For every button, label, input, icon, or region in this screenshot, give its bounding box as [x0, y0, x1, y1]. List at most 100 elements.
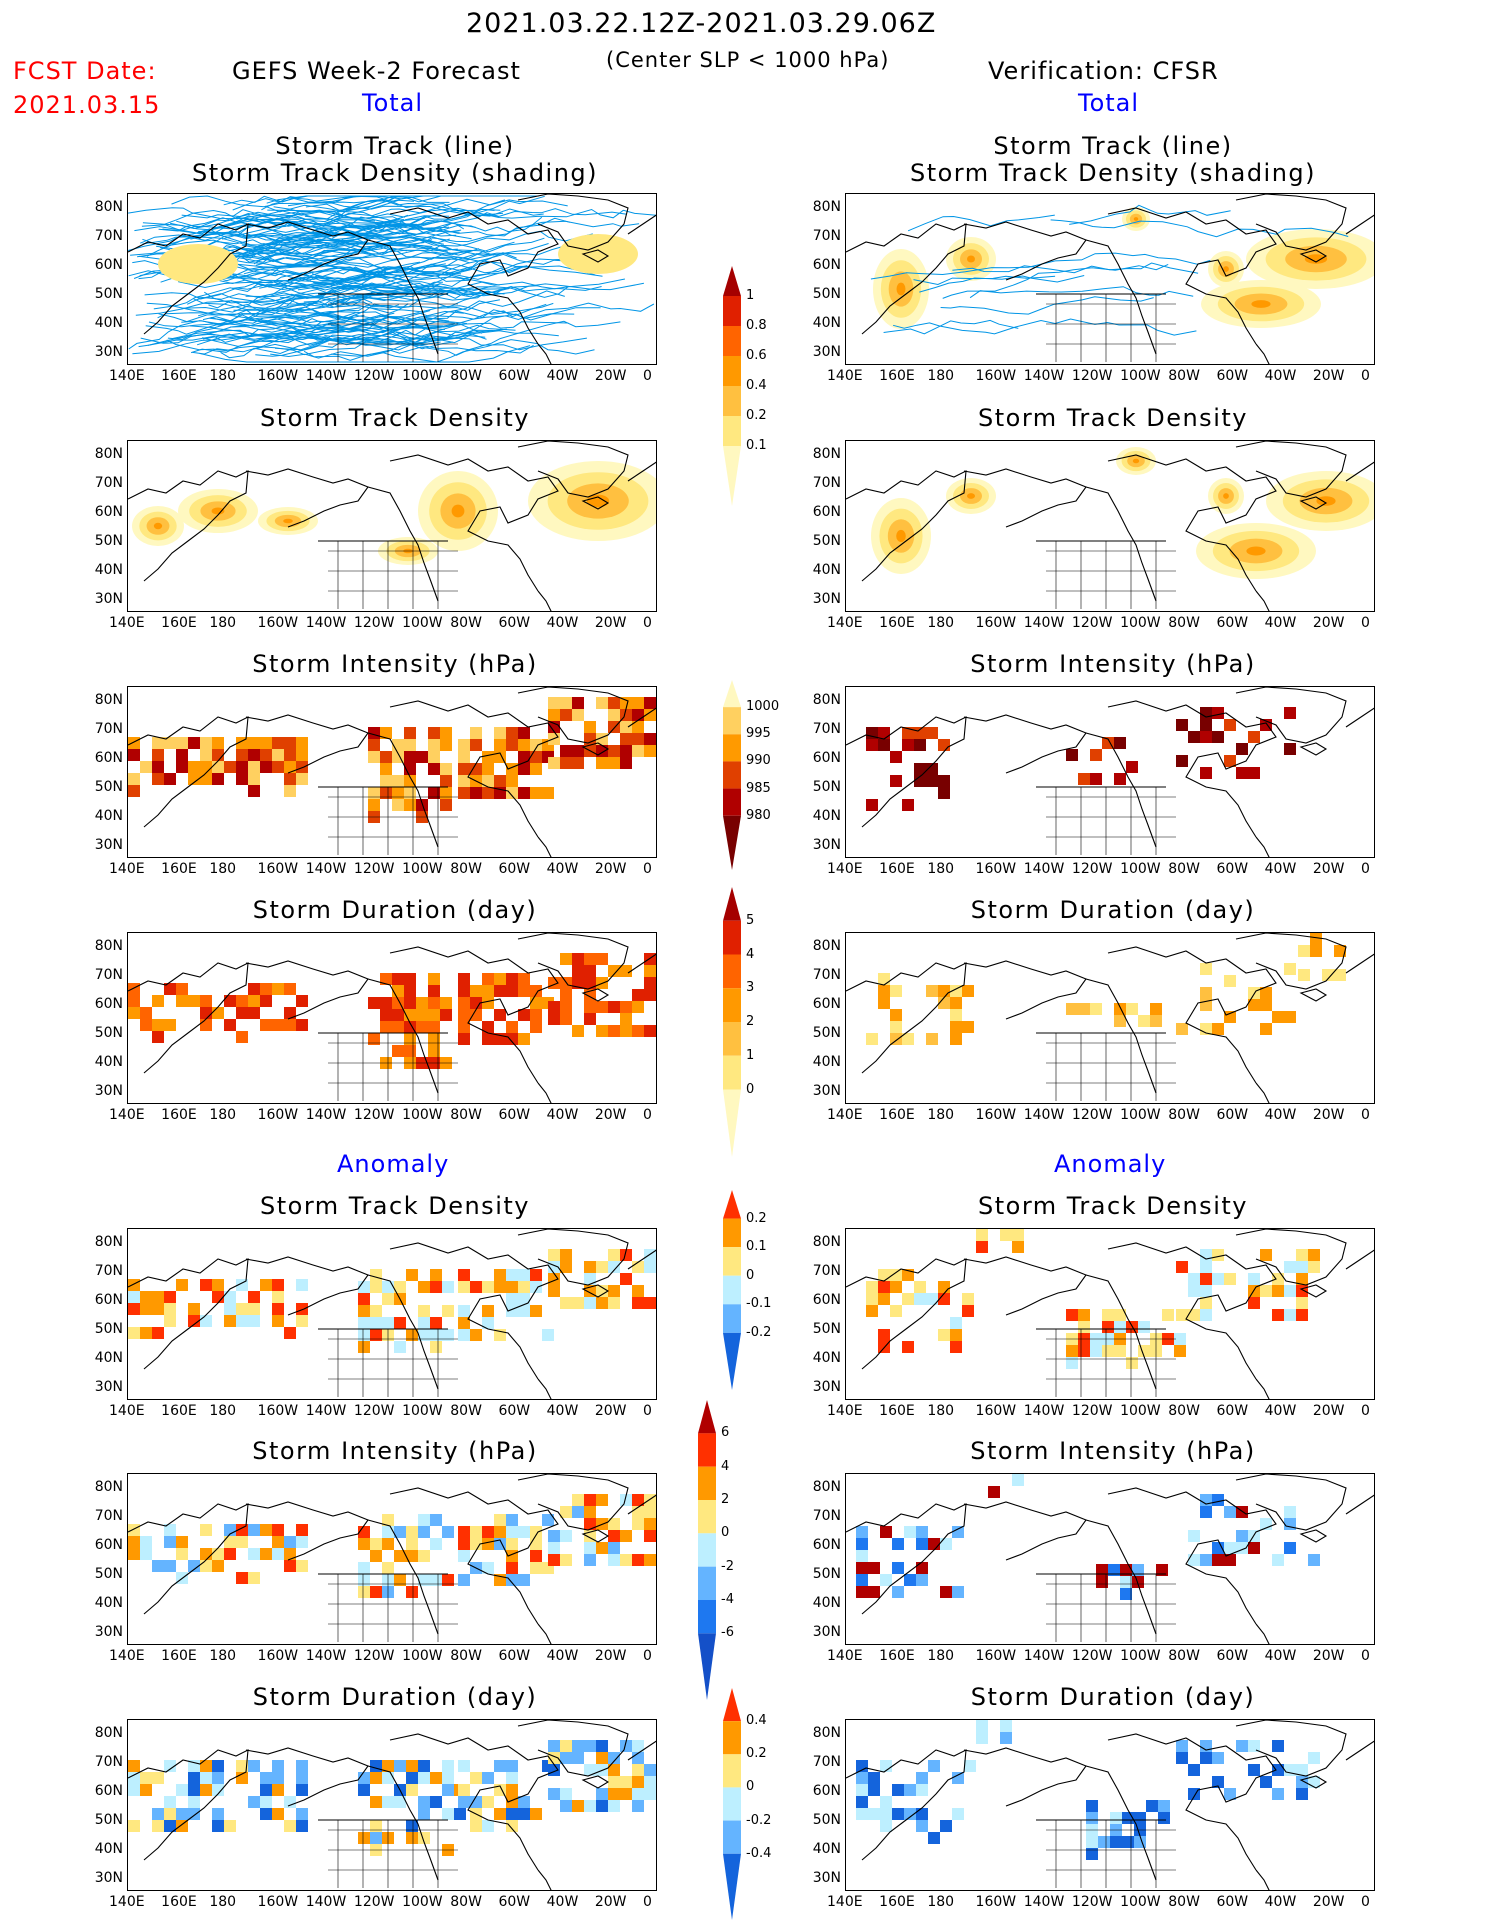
colorbar-label: 1 — [746, 1047, 755, 1063]
lat-tick-label: 30N — [94, 591, 123, 607]
lon-tick-label: 180 — [927, 1648, 955, 1664]
lat-tick-label: 70N — [812, 967, 841, 983]
lat-tick-label: 80N — [812, 446, 841, 462]
lon-tick-label: 140W — [305, 861, 347, 877]
lat-tick-label: 30N — [812, 1624, 841, 1640]
lon-tick-label: 140E — [109, 1403, 145, 1419]
lon-tick-label: 120W — [1071, 1107, 1113, 1123]
colorbar-label: -0.2 — [746, 1324, 772, 1340]
criterion-label: (Center SLP < 1000 hPa) — [606, 48, 890, 72]
lat-tick-label: 30N — [812, 1379, 841, 1395]
lon-tick-label: 0 — [1361, 1107, 1370, 1123]
colorbar-label: 0 — [721, 1525, 730, 1541]
lon-tick-label: 160W — [975, 615, 1017, 631]
lon-tick-label: 60W — [1216, 1648, 1249, 1664]
lon-tick-label: 160W — [257, 861, 299, 877]
lat-tick-label: 70N — [94, 475, 123, 491]
lon-tick-label: 140E — [109, 1894, 145, 1910]
lon-tick-label: 140E — [109, 615, 145, 631]
lat-tick-label: 80N — [812, 1234, 841, 1250]
lat-tick-label: 30N — [94, 344, 123, 360]
lon-tick-label: 180 — [927, 1894, 955, 1910]
lat-tick-label: 60N — [94, 996, 123, 1012]
lat-tick-label: 30N — [94, 1083, 123, 1099]
lat-tick-label: 80N — [94, 199, 123, 215]
map-canvas — [846, 194, 1374, 364]
lon-tick-label: 40W — [1264, 1648, 1297, 1664]
lat-tick-label: 60N — [94, 1537, 123, 1553]
colorbar-label: -0.2 — [746, 1812, 772, 1828]
lon-tick-label: 120W — [353, 615, 395, 631]
lon-tick-label: 80W — [1168, 368, 1200, 384]
lat-tick-label: 50N — [94, 286, 123, 302]
colorbar-label: 5 — [746, 912, 755, 928]
lon-tick-label: 160E — [161, 368, 197, 384]
lon-tick-label: 100W — [1120, 1894, 1161, 1910]
title-duration-left: Storm Duration (day) — [252, 896, 538, 924]
title-track-line-left: Storm Track (line) — [275, 132, 515, 160]
lon-tick-label: 60W — [498, 1107, 531, 1123]
map-panel-r5-c1 — [845, 1473, 1375, 1645]
lat-tick-label: 30N — [812, 344, 841, 360]
lon-tick-label: 140W — [305, 368, 347, 384]
map-canvas — [128, 687, 656, 857]
lon-tick-label: 40W — [1264, 1894, 1297, 1910]
lon-tick-label: 140E — [827, 1894, 863, 1910]
lat-tick-label: 40N — [94, 1054, 123, 1070]
lat-tick-label: 40N — [94, 1841, 123, 1857]
colorbar-label: -0.4 — [746, 1845, 772, 1861]
colorbar-label: 2 — [746, 1014, 755, 1029]
lat-tick-label: 60N — [812, 1783, 841, 1799]
lon-tick-label: 180 — [209, 1894, 237, 1910]
map-canvas — [128, 1229, 656, 1399]
lon-tick-label: 40W — [1264, 368, 1297, 384]
colorbar-label: 985 — [746, 780, 771, 796]
lon-tick-label: 180 — [927, 1107, 955, 1123]
map-canvas — [846, 933, 1374, 1103]
lat-tick-label: 60N — [812, 504, 841, 520]
lon-tick-label: 180 — [927, 615, 955, 631]
map-canvas — [128, 1720, 656, 1890]
colorbar-label: 0.4 — [746, 1713, 767, 1729]
lon-tick-label: 160E — [161, 1648, 197, 1664]
lat-tick-label: 40N — [94, 1595, 123, 1611]
title-duration-anom-left: Storm Duration (day) — [252, 1683, 538, 1711]
lon-tick-label: 140W — [1023, 1894, 1065, 1910]
colorbar-label: 6 — [721, 1425, 730, 1441]
lat-tick-label: 60N — [94, 257, 123, 273]
lat-tick-label: 50N — [812, 1812, 841, 1828]
map-panel-r3-c1 — [845, 932, 1375, 1104]
lon-tick-label: 160W — [257, 1403, 299, 1419]
lon-tick-label: 160W — [975, 368, 1017, 384]
colorbar-label: 0 — [746, 1267, 755, 1283]
title-density-left: Storm Track Density — [260, 404, 530, 432]
lon-tick-label: 140E — [109, 1648, 145, 1664]
title-intensity-left: Storm Intensity (hPa) — [252, 650, 538, 678]
lon-tick-label: 140W — [1023, 1403, 1065, 1419]
lon-tick-label: 180 — [927, 368, 955, 384]
lon-tick-label: 160W — [975, 1107, 1017, 1123]
lon-tick-label: 0 — [1361, 1894, 1370, 1910]
lon-tick-label: 160E — [879, 1403, 915, 1419]
lon-tick-label: 40W — [546, 1894, 579, 1910]
lat-tick-label: 80N — [94, 446, 123, 462]
lat-tick-label: 40N — [812, 808, 841, 824]
lon-tick-label: 40W — [546, 615, 579, 631]
lon-tick-label: 160W — [975, 1894, 1017, 1910]
lon-tick-label: 140W — [305, 1403, 347, 1419]
colorbar-label: 0 — [746, 1779, 755, 1795]
lon-tick-label: 160W — [257, 1894, 299, 1910]
map-canvas — [846, 687, 1374, 857]
lon-tick-label: 180 — [209, 615, 237, 631]
colorbar-density_total — [723, 266, 741, 506]
lon-tick-label: 40W — [1264, 1403, 1297, 1419]
lon-tick-label: 20W — [594, 1648, 627, 1664]
map-canvas — [128, 1474, 656, 1644]
map-canvas — [846, 1229, 1374, 1399]
lon-tick-label: 100W — [402, 861, 443, 877]
colorbar-label: 0.6 — [746, 348, 767, 363]
lon-tick-label: 60W — [498, 615, 531, 631]
lat-tick-label: 50N — [94, 1025, 123, 1041]
map-panel-r1-c0 — [127, 440, 657, 612]
lon-tick-label: 0 — [1361, 615, 1370, 631]
